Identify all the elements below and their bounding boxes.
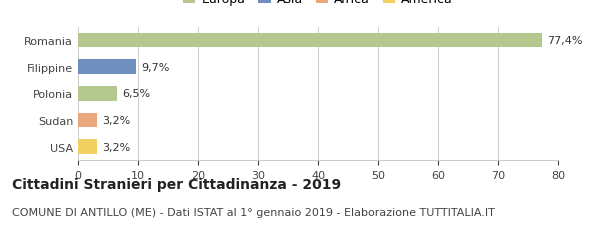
Bar (78, 87, 117, 101)
Bar (78, 140, 97, 154)
Text: 77,4%: 77,4% (547, 36, 583, 46)
Text: 3,2%: 3,2% (102, 115, 130, 125)
Text: 9,7%: 9,7% (141, 62, 169, 72)
Text: Cittadini Stranieri per Cittadinanza - 2019: Cittadini Stranieri per Cittadinanza - 2… (12, 177, 341, 191)
Text: 6,5%: 6,5% (122, 89, 150, 99)
Bar (78, 33, 542, 48)
Bar (78, 113, 97, 128)
Text: 3,2%: 3,2% (102, 142, 130, 152)
Text: COMUNE DI ANTILLO (ME) - Dati ISTAT al 1° gennaio 2019 - Elaborazione TUTTITALIA: COMUNE DI ANTILLO (ME) - Dati ISTAT al 1… (12, 207, 495, 217)
Bar (78, 60, 136, 75)
Legend: Europa, Asia, Africa, America: Europa, Asia, Africa, America (178, 0, 458, 11)
